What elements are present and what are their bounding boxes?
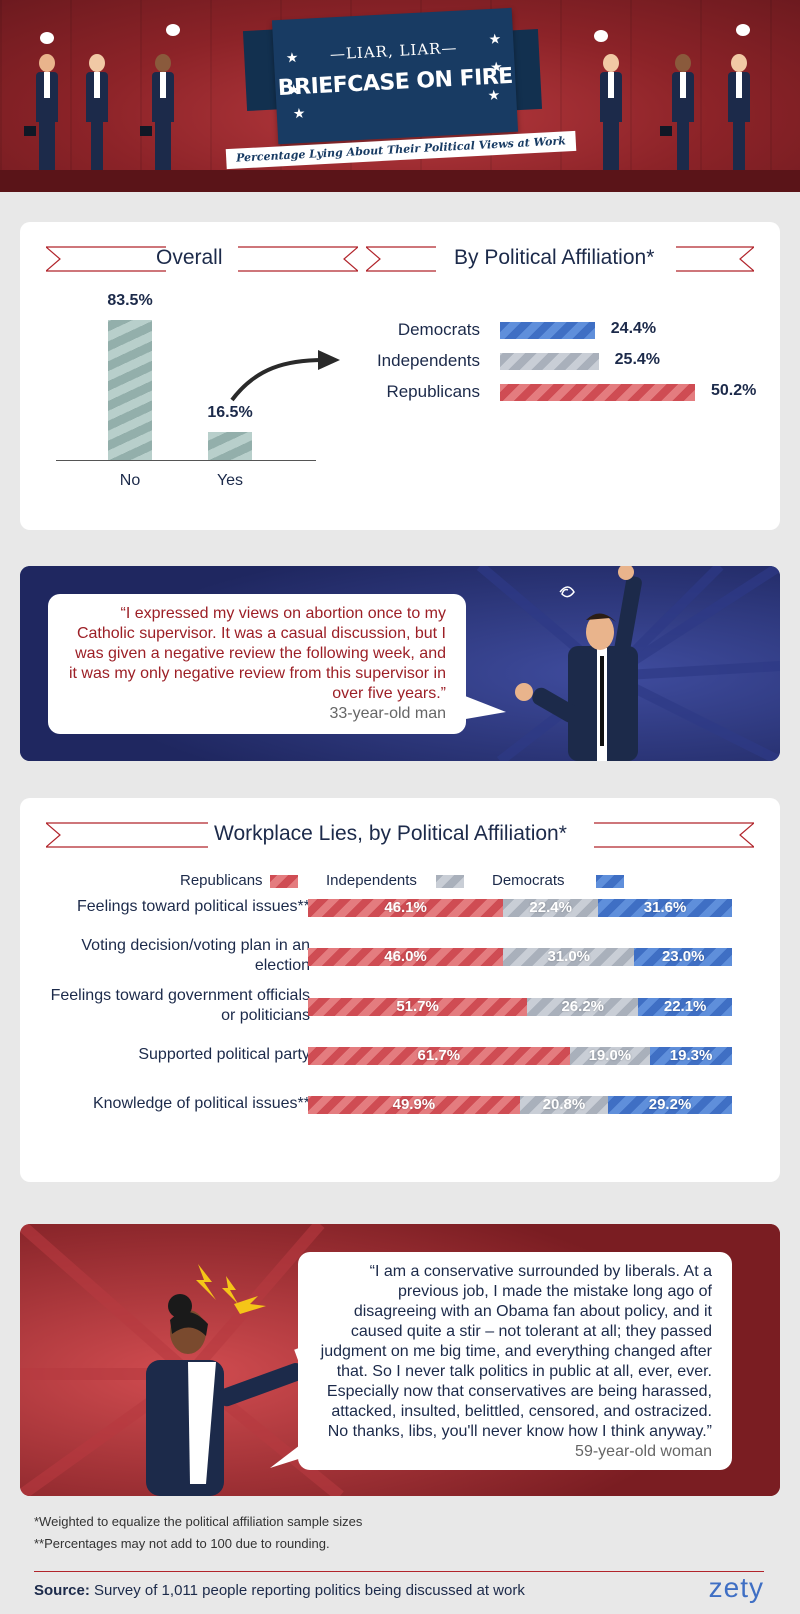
x-axis-line — [56, 460, 316, 461]
businesswoman-illustration — [86, 54, 108, 170]
x-tick-label: No — [119, 472, 141, 489]
lightning-icon — [234, 1296, 266, 1314]
bar-segment-republicans: 51.7% — [308, 998, 528, 1016]
quote-bubble-2: “I am a conservative surrounded by liber… — [298, 1252, 732, 1470]
quote-2-text: “I am a conservative surrounded by liber… — [320, 1263, 712, 1440]
category-label: Voting decision/voting plan in an electi… — [81, 937, 310, 974]
affiliation-title: By Political Affiliation* — [454, 246, 655, 269]
quote-bubble-1: “I expressed my views on abortion once t… — [48, 594, 466, 734]
workplace-lies-title: Workplace Lies, by Political Affiliation… — [214, 822, 567, 845]
lightning-icon — [222, 1276, 238, 1304]
affiliation-value-label: 24.4% — [610, 320, 657, 337]
briefcase-icon — [660, 126, 672, 136]
bar-segment-republicans: 61.7% — [308, 1047, 570, 1065]
legend-label: Republicans — [180, 872, 263, 889]
source-line: Source: Survey of 1,011 people reporting… — [34, 1582, 525, 1599]
businesswoman-illustration — [728, 24, 750, 170]
affiliation-label: Independents — [376, 351, 480, 370]
businesswoman-illustration — [660, 54, 694, 170]
speech-bubble-icon — [166, 24, 180, 36]
businessman-illustration — [140, 24, 180, 170]
bar-segment-independents: 19.0% — [569, 1047, 651, 1065]
affiliation-bar-chart: Democrats 24.4% Independents 25.4% Republica… — [350, 320, 770, 422]
title-line-1: —LIAR, LIAR— — [329, 38, 458, 64]
bar-value-label: 83.5% — [107, 292, 153, 309]
quote-panel-2: “I am a conservative surrounded by liber… — [20, 1224, 780, 1496]
businessman-illustration — [24, 32, 58, 170]
affiliation-bar — [500, 384, 695, 401]
ribbon-decoration — [366, 246, 754, 272]
ribbon-decoration — [46, 246, 358, 272]
ribbon-decoration — [46, 822, 754, 848]
legend-swatch — [596, 875, 624, 888]
category-label: Knowledge of political issues** — [92, 1095, 310, 1112]
briefcase-icon — [24, 126, 36, 136]
affiliation-label: Democrats — [397, 320, 480, 339]
quote-panel-1: “I expressed my views on abortion once t… — [20, 566, 780, 761]
workplace-lies-card: Workplace Lies, by Political Affiliation… — [20, 798, 780, 1182]
affiliation-label: Republicans — [386, 382, 480, 401]
affiliation-bar — [500, 322, 595, 339]
affiliation-bar — [500, 353, 599, 370]
bar-yes — [208, 432, 252, 460]
legend-swatch — [270, 875, 298, 888]
footnote-1: *Weighted to equalize the political affi… — [34, 1514, 363, 1529]
speech-tail — [460, 694, 506, 720]
header-floor — [0, 170, 800, 192]
speech-bubble-icon — [736, 24, 750, 36]
x-tick-label: Yes — [216, 472, 244, 489]
scribble-icon — [559, 586, 575, 598]
quote-1-text: “I expressed my views on abortion once t… — [68, 605, 446, 702]
footer-divider — [34, 1571, 764, 1572]
bar-segment-democrats: 29.2% — [608, 1096, 732, 1114]
affiliation-value-label: 25.4% — [614, 351, 661, 368]
legend-label: Democrats — [492, 872, 565, 889]
title-banner: ★ ★ ★ ★ ★ ★ —LIAR, LIAR— BRIEFCASE ON FI… — [271, 7, 519, 145]
bar-no — [108, 320, 152, 460]
bar-segment-republicans: 49.9% — [308, 1096, 520, 1114]
bar-segment-democrats: 23.0% — [634, 948, 732, 966]
lightning-icon — [196, 1264, 216, 1300]
speech-tail — [270, 1442, 308, 1468]
source-label: Source: — [34, 1582, 90, 1599]
bar-segment-independents: 20.8% — [519, 1096, 609, 1114]
bar-segment-independents: 26.2% — [527, 998, 639, 1016]
category-label: Feelings toward government officials or … — [50, 987, 310, 1024]
source-text: Survey of 1,011 people reporting politic… — [89, 1582, 525, 1599]
overview-card: Overall By Political Affiliation* 83.5% N… — [20, 222, 780, 530]
speech-bubble-icon — [40, 32, 54, 44]
bar-segment-republicans: 46.1% — [308, 899, 504, 917]
overall-bar-chart: 83.5% No 16.5% Yes — [56, 292, 336, 502]
star-icon: ★ — [292, 104, 306, 122]
bar-segment-republicans: 46.0% — [308, 948, 504, 966]
footnote-2: **Percentages may not add to 100 due to … — [34, 1536, 330, 1551]
quote-2-attribution: 59-year-old woman — [575, 1443, 712, 1460]
zety-logo: zety — [708, 1572, 764, 1603]
speech-bubble-icon — [594, 30, 608, 42]
bar-value-label: 16.5% — [207, 404, 253, 422]
category-label: Supported political party — [138, 1046, 310, 1063]
overall-title: Overall — [156, 246, 223, 269]
bar-segment-independents: 31.0% — [503, 948, 635, 966]
affiliation-value-label: 50.2% — [711, 382, 757, 399]
title-line-2: BRIEFCASE ON FIRE — [277, 63, 514, 102]
briefcase-icon — [140, 126, 152, 136]
legend-label: Independents — [326, 872, 417, 889]
header-banner: ★ ★ ★ ★ ★ ★ —LIAR, LIAR— BRIEFCASE ON FI… — [0, 0, 800, 192]
legend-swatch — [436, 875, 464, 888]
quote-1-attribution: 33-year-old man — [329, 705, 447, 722]
category-label: Feelings toward political issues** — [77, 898, 310, 915]
bar-segment-democrats: 31.6% — [598, 899, 732, 917]
arrow-icon — [230, 350, 340, 402]
bar-segment-democrats: 19.3% — [650, 1047, 732, 1065]
businessman-illustration — [594, 30, 622, 170]
bar-segment-independents: 22.4% — [503, 899, 599, 917]
bar-segment-democrats: 22.1% — [638, 998, 732, 1016]
